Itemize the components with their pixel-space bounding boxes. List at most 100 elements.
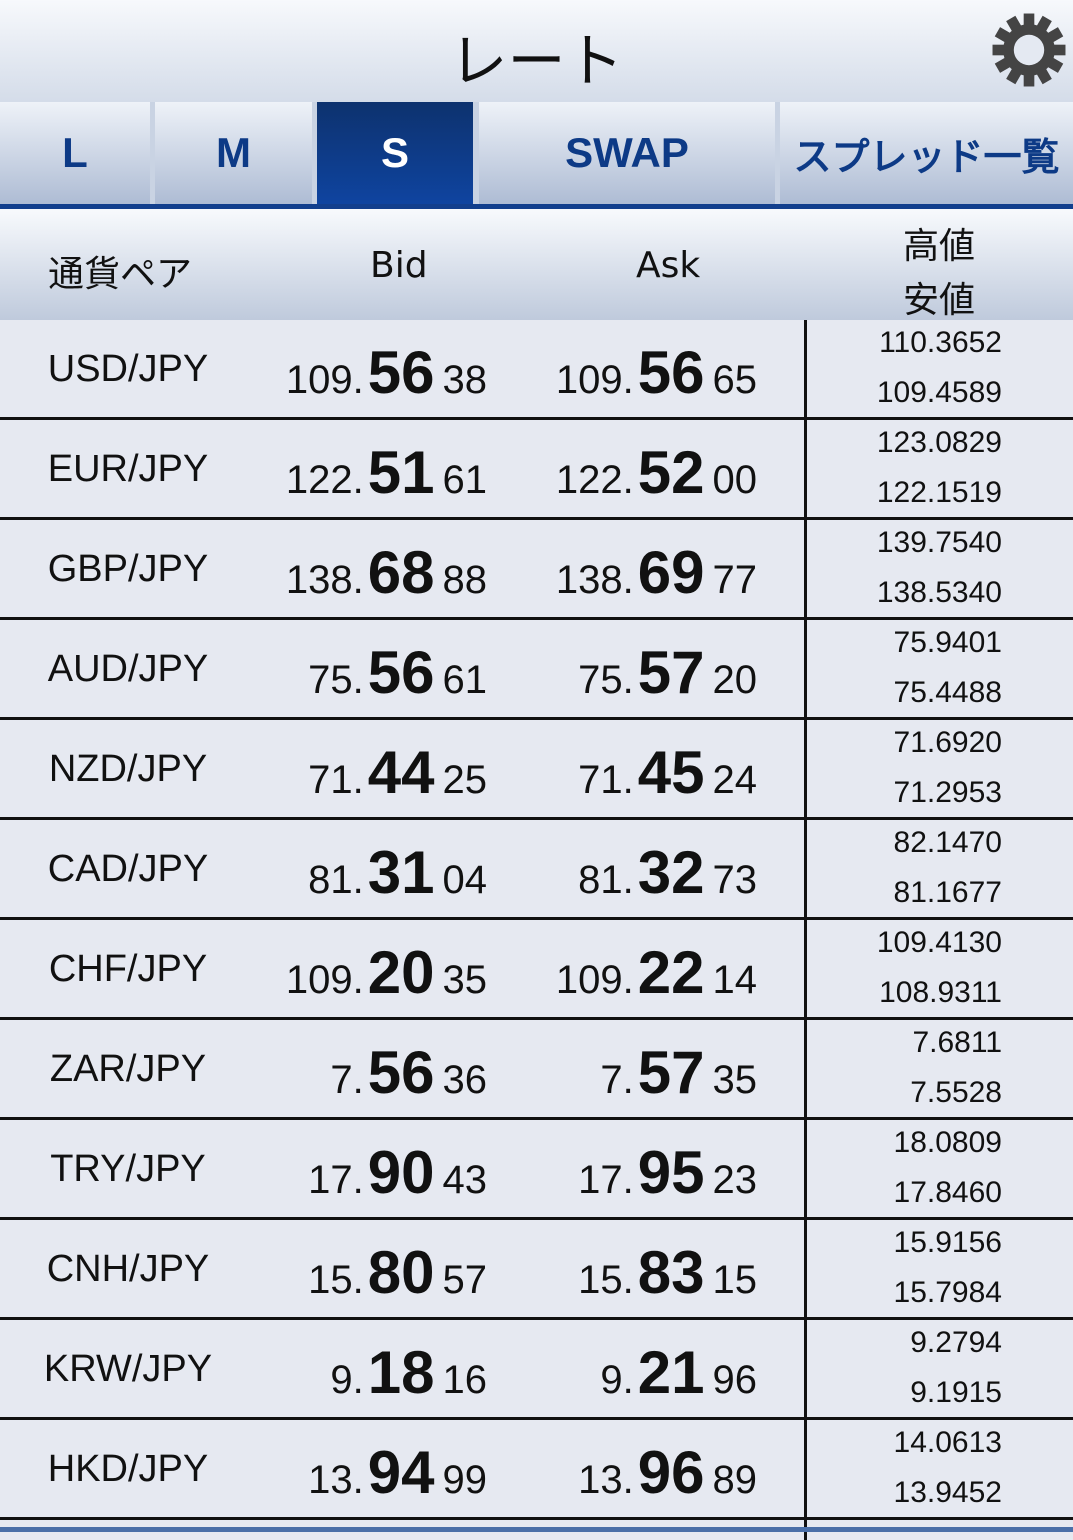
col-high: 高値 xyxy=(903,226,976,267)
bid-pips: 99 xyxy=(442,1458,488,1502)
ask-main: 21 xyxy=(637,1339,705,1406)
rate-row[interactable]: CNH/JPY 15.80 57 15.83 15 15.9156 15.7984 xyxy=(0,1220,1073,1320)
ask-pips: 20 xyxy=(712,658,758,702)
bid-pips: 88 xyxy=(442,558,488,602)
bid-price[interactable]: 15.80 57 xyxy=(308,1238,487,1307)
bid-pips: 61 xyxy=(442,658,488,702)
ask-pips: 65 xyxy=(712,358,758,402)
rate-row[interactable]: HKD/JPY 13.94 99 13.96 89 14.0613 13.9452 xyxy=(0,1420,1073,1520)
bottom-bar xyxy=(0,1527,1073,1532)
low-value: 109.4589 xyxy=(876,376,1002,409)
bid-pips: 61 xyxy=(442,458,488,502)
ask-pips: 89 xyxy=(712,1458,758,1502)
low-value: 7.5528 xyxy=(910,1076,1002,1109)
low-value: 75.4488 xyxy=(893,676,1002,709)
bid-integer: 109. xyxy=(285,358,364,402)
ask-main: 56 xyxy=(637,339,705,406)
bid-price[interactable]: 71.44 25 xyxy=(308,738,487,807)
ask-price[interactable]: 138.69 77 xyxy=(556,538,757,607)
tab-s[interactable]: S xyxy=(317,102,473,204)
ask-price[interactable]: 75.57 20 xyxy=(578,638,757,707)
bid-integer: 81. xyxy=(308,858,364,902)
high-value: 75.9401 xyxy=(893,626,1002,659)
ask-integer: 109. xyxy=(555,358,634,402)
col-ask: Ask xyxy=(636,245,701,286)
ask-price[interactable]: 81.32 73 xyxy=(578,838,757,907)
rate-row[interactable]: EUR/JPY 122.51 61 122.52 00 123.0829 122.1… xyxy=(0,420,1073,520)
ask-main: 57 xyxy=(637,639,705,706)
ask-price[interactable]: 15.83 15 xyxy=(578,1238,757,1307)
currency-pair: USD/JPY xyxy=(47,348,209,390)
bid-integer: 15. xyxy=(308,1258,364,1302)
rate-row[interactable]: CAD/JPY 81.31 04 81.32 73 82.1470 81.1677 xyxy=(0,820,1073,920)
rate-row[interactable]: AUD/JPY 75.56 61 75.57 20 75.9401 75.4488 xyxy=(0,620,1073,720)
rate-list: USD/JPY 109.56 38 109.56 65 110.3652 109.4… xyxy=(0,320,1073,1540)
rate-row[interactable]: USD/JPY 109.56 38 109.56 65 110.3652 109.4… xyxy=(0,320,1073,420)
bid-price[interactable]: 109.56 38 xyxy=(286,338,487,407)
high-value: 7.6811 xyxy=(912,1026,1002,1059)
col-low: 安値 xyxy=(903,280,976,321)
high-value: 139.7540 xyxy=(876,526,1002,559)
ask-price[interactable]: 122.52 00 xyxy=(556,438,757,507)
bid-integer: 109. xyxy=(285,958,364,1002)
currency-pair: GBP/JPY xyxy=(47,548,209,590)
ask-price[interactable]: 17.95 23 xyxy=(578,1138,757,1207)
bid-price[interactable]: 122.51 61 xyxy=(286,438,487,507)
bid-price[interactable]: 9.18 16 xyxy=(330,1338,487,1407)
column-divider xyxy=(804,1120,807,1217)
ask-price[interactable]: 13.96 89 xyxy=(578,1438,757,1507)
bid-main: 68 xyxy=(367,539,435,606)
currency-pair: CAD/JPY xyxy=(47,848,209,890)
bid-price[interactable]: 138.68 88 xyxy=(286,538,487,607)
col-bid: Bid xyxy=(370,245,428,286)
bid-price[interactable]: 13.94 99 xyxy=(308,1438,487,1507)
bid-price[interactable]: 109.20 35 xyxy=(286,938,487,1007)
column-divider xyxy=(804,920,807,1017)
column-divider xyxy=(804,520,807,617)
rate-row[interactable]: TRY/JPY 17.90 43 17.95 23 18.0809 17.8460 xyxy=(0,1120,1073,1220)
rate-row[interactable]: GBP/JPY 138.68 88 138.69 77 139.7540 138.5… xyxy=(0,520,1073,620)
ask-price[interactable]: 109.56 65 xyxy=(556,338,757,407)
ask-price[interactable]: 109.22 14 xyxy=(556,938,757,1007)
bid-price[interactable]: 17.90 43 xyxy=(308,1138,487,1207)
high-value: 18.0809 xyxy=(893,1126,1002,1159)
ask-integer: 9. xyxy=(600,1358,634,1402)
rate-row[interactable]: ZAR/JPY 7.56 36 7.57 35 7.6811 7.5528 xyxy=(0,1020,1073,1120)
ask-integer: 7. xyxy=(600,1058,634,1102)
ask-price[interactable]: 71.45 24 xyxy=(578,738,757,807)
ask-main: 96 xyxy=(637,1439,705,1506)
tab-m[interactable]: M xyxy=(155,102,312,204)
bid-main: 18 xyxy=(367,1339,435,1406)
currency-pair: EUR/JPY xyxy=(47,448,209,490)
low-value: 15.7984 xyxy=(893,1276,1002,1309)
currency-pair: CHF/JPY xyxy=(48,948,208,990)
bid-price[interactable]: 7.56 36 xyxy=(330,1038,487,1107)
high-value: 110.3652 xyxy=(879,326,1002,359)
low-value: 81.1677 xyxy=(893,876,1002,909)
low-value: 71.2953 xyxy=(893,776,1002,809)
gear-icon[interactable] xyxy=(991,12,1067,88)
ask-price[interactable]: 9.21 96 xyxy=(600,1338,757,1407)
ask-main: 52 xyxy=(637,439,705,506)
tab-spread-list[interactable]: スプレッド一覧 xyxy=(780,102,1073,204)
high-value: 123.0829 xyxy=(876,426,1002,459)
rate-row[interactable]: KRW/JPY 9.18 16 9.21 96 9.2794 9.1915 xyxy=(0,1320,1073,1420)
bid-price[interactable]: 75.56 61 xyxy=(308,638,487,707)
tab-swap[interactable]: SWAP xyxy=(479,102,775,204)
high-value: 71.6920 xyxy=(893,726,1002,759)
ask-main: 69 xyxy=(637,539,705,606)
ask-main: 83 xyxy=(637,1239,705,1306)
currency-pair: ZAR/JPY xyxy=(49,1048,207,1090)
bid-pips: 35 xyxy=(442,958,488,1002)
bid-price[interactable]: 81.31 04 xyxy=(308,838,487,907)
ask-price[interactable]: 7.57 35 xyxy=(600,1038,757,1107)
bid-pips: 16 xyxy=(442,1358,488,1402)
ask-integer: 71. xyxy=(578,758,634,802)
rate-row[interactable]: CHF/JPY 109.20 35 109.22 14 109.4130 108.9… xyxy=(0,920,1073,1020)
bid-pips: 36 xyxy=(442,1058,488,1102)
column-divider xyxy=(804,420,807,517)
high-value: 14.0613 xyxy=(893,1426,1002,1459)
rate-row[interactable]: NZD/JPY 71.44 25 71.45 24 71.6920 71.2953 xyxy=(0,720,1073,820)
bid-main: 51 xyxy=(367,439,435,506)
tab-l[interactable]: L xyxy=(0,102,150,204)
